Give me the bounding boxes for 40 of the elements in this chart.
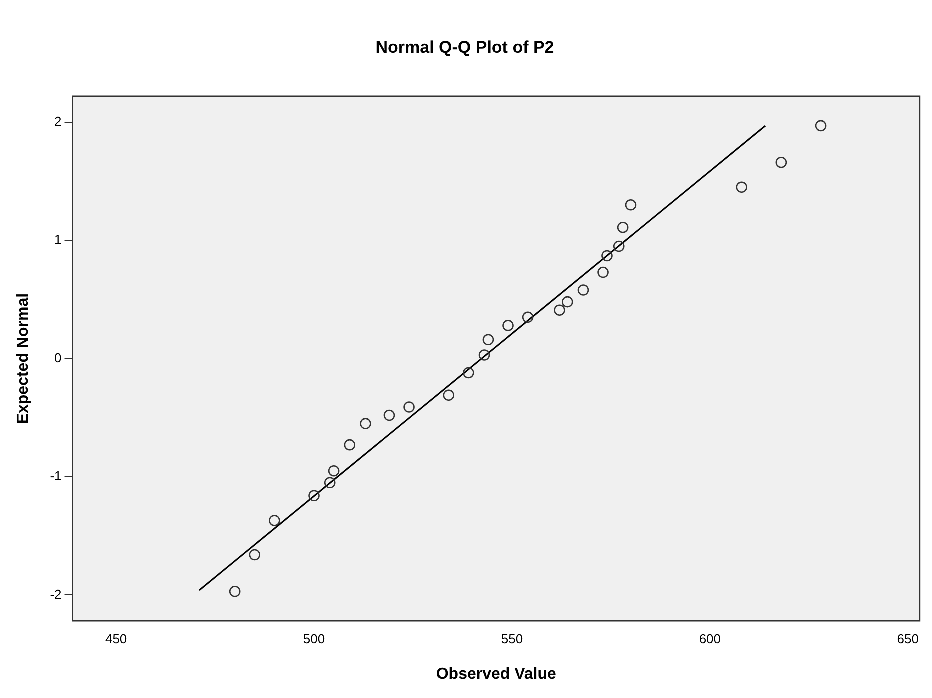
point [478,350,490,361]
y-tick-label: 1 [54,232,62,248]
point [502,320,514,332]
point [815,120,827,132]
point [602,250,613,262]
point [736,182,748,194]
point [463,367,474,379]
y-tick-label: 2 [54,114,62,129]
point [404,402,415,413]
x-axis-title: Observed Value [436,666,557,683]
point [360,418,372,430]
point [443,390,455,402]
point [562,296,574,308]
point [578,284,590,296]
point [324,477,336,489]
y-tick-label: 0 [54,350,62,366]
y-tick-label: -1 [50,468,62,484]
point [328,465,340,477]
chart-title: Normal Q-Q Plot of P2 [376,38,554,57]
point [344,439,356,451]
point [776,156,788,168]
point [625,199,637,211]
y-tick-label: -2 [50,586,62,602]
x-tick-label: 500 [303,632,326,647]
x-tick-label: 450 [105,632,128,647]
point [229,586,241,598]
point [384,410,396,422]
point [554,304,566,316]
point [522,312,534,324]
point [482,334,494,346]
x-tick-label: 650 [897,632,919,647]
point [617,222,629,234]
point [249,549,261,561]
point [308,490,320,502]
point [269,515,280,526]
y-axis-title: Expected Normal [15,293,32,424]
x-tick-label: 600 [699,632,722,647]
point [613,240,625,252]
point [598,266,609,278]
x-tick-label: 550 [501,632,524,647]
